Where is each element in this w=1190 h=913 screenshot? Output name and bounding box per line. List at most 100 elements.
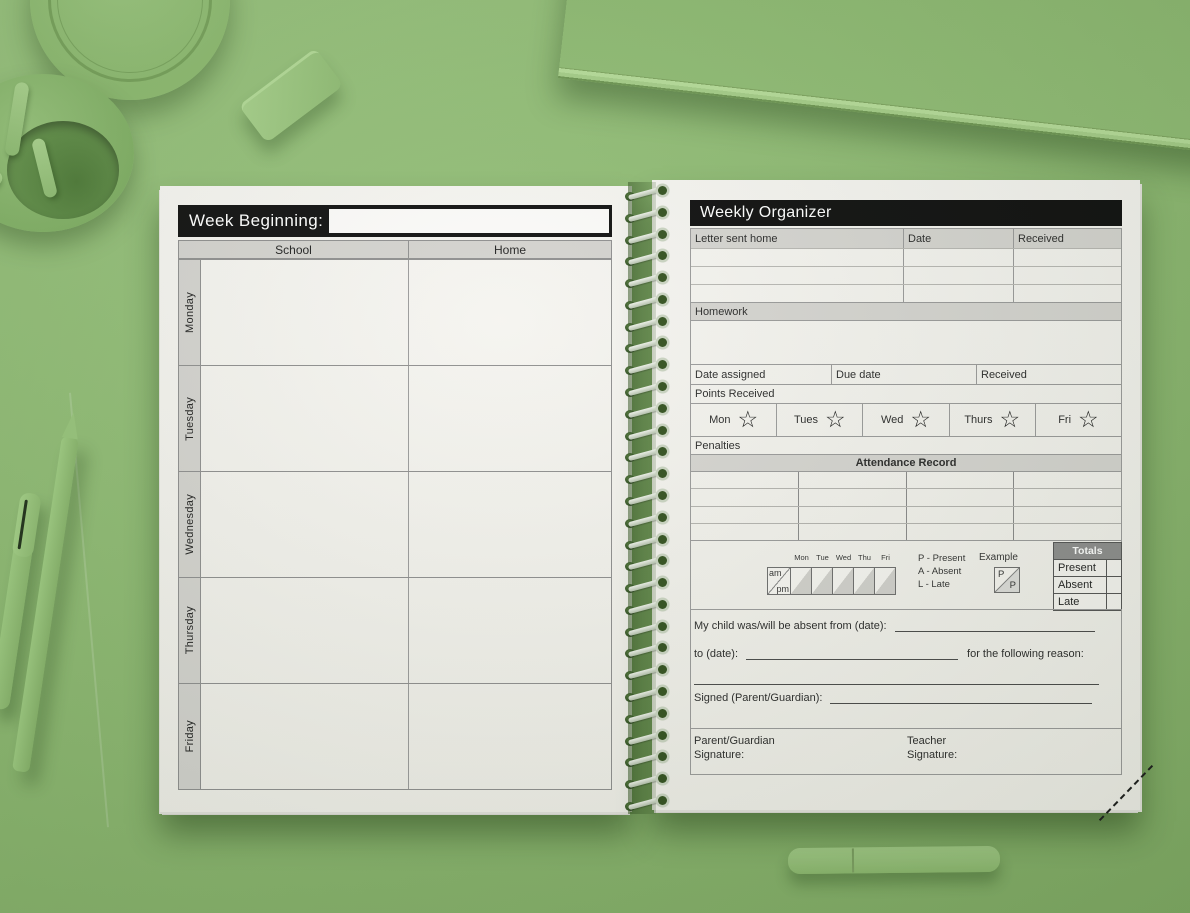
received-cell[interactable]: [1014, 285, 1121, 302]
attendance-cell[interactable]: [691, 506, 799, 523]
star-icon: ☆: [910, 406, 932, 433]
thursday-school-cell[interactable]: [201, 578, 409, 683]
star-cell-wed[interactable]: Wed ☆: [863, 404, 950, 436]
attendance-cell[interactable]: [691, 489, 799, 506]
attendance-summary-box: Mon Tue Wed Thu Fri am pm: [690, 540, 1122, 611]
absence-from-date-field[interactable]: [894, 620, 1095, 632]
wednesday-school-cell[interactable]: [201, 472, 409, 577]
tuesday-school-cell[interactable]: [201, 366, 409, 471]
points-received-label: Points Received: [695, 388, 775, 400]
date-cell[interactable]: [904, 249, 1014, 266]
teacher-signature[interactable]: Teacher Signature:: [907, 735, 958, 761]
received-header: Received: [981, 368, 1027, 381]
attendance-cell[interactable]: [907, 489, 1015, 506]
wednesday-home-cell[interactable]: [409, 472, 611, 577]
table-row-tuesday: Tuesday: [179, 366, 611, 472]
star-cell-tues[interactable]: Tues ☆: [777, 404, 864, 436]
letter-cell[interactable]: [691, 249, 904, 266]
signed-field[interactable]: [830, 692, 1093, 704]
attendance-cell[interactable]: [1014, 472, 1121, 488]
attendance-cell[interactable]: [799, 489, 907, 506]
received-cell[interactable]: [1014, 267, 1121, 284]
attendance-cell[interactable]: [907, 523, 1015, 540]
points-received-row[interactable]: Points Received: [690, 384, 1122, 404]
attendance-day-box-mon[interactable]: [791, 567, 812, 595]
friday-home-cell[interactable]: [409, 684, 611, 789]
marker-pen: [787, 845, 1001, 875]
totals-row-present: Present: [1054, 559, 1121, 576]
table-row-monday: Monday: [179, 260, 611, 366]
table-row-wednesday: Wednesday: [179, 472, 611, 578]
absence-reason-field[interactable]: [694, 673, 1099, 685]
left-page: Week Beginning: School Home Monday Tuesd…: [160, 186, 632, 812]
attendance-day-box-wed[interactable]: [833, 567, 854, 595]
attendance-record-header: Attendance Record: [690, 454, 1122, 472]
day-label-cell: Friday: [179, 684, 201, 789]
date-cell[interactable]: [904, 267, 1014, 284]
letter-cell[interactable]: [691, 285, 904, 302]
notebook-cover-top-right: [558, 0, 1190, 158]
star-icon: ☆: [1078, 406, 1099, 433]
attendance-day-box-thu[interactable]: [854, 567, 875, 595]
totals-late-value-cell[interactable]: [1106, 594, 1121, 610]
tuesday-home-cell[interactable]: [409, 366, 611, 471]
table-row-friday: Friday: [179, 684, 611, 789]
signature-section: Parent/Guardian Signature: Teacher Signa…: [690, 728, 1122, 775]
parent-guardian-signature[interactable]: Parent/Guardian Signature:: [694, 735, 775, 761]
homework-section-header: Homework: [690, 302, 1122, 321]
attendance-legend: P - Present A - Absent L - Late: [918, 552, 965, 591]
attendance-cell[interactable]: [799, 523, 907, 540]
example-box: P P: [994, 567, 1020, 593]
week-beginning-input[interactable]: [329, 209, 609, 233]
homework-writing-area[interactable]: [690, 320, 1122, 365]
attendance-cell[interactable]: [1014, 507, 1121, 523]
star-cell-thurs[interactable]: Thurs ☆: [950, 404, 1036, 436]
pen-in-cup: [0, 98, 6, 189]
day-label-cell: Monday: [179, 260, 201, 365]
date-header: Date: [904, 229, 1014, 248]
day-label-cell: Tuesday: [179, 366, 201, 471]
star-cell-fri[interactable]: Fri ☆: [1058, 406, 1099, 433]
attendance-cell[interactable]: [691, 523, 799, 540]
attendance-cell[interactable]: [799, 506, 907, 523]
column-header-row: School Home: [178, 240, 612, 259]
attendance-grid: [690, 471, 1122, 541]
penalties-row[interactable]: Penalties: [690, 436, 1122, 455]
attendance-cell[interactable]: [1014, 489, 1121, 505]
received-cell[interactable]: [1014, 249, 1121, 266]
points-star-row: Mon ☆ Tues ☆ Wed ☆ Thurs ☆ Fri ☆: [690, 403, 1122, 437]
date-cell[interactable]: [904, 285, 1014, 302]
attendance-day-box-fri[interactable]: [875, 567, 896, 595]
attendance-cell[interactable]: [691, 472, 799, 489]
monday-home-cell[interactable]: [409, 260, 611, 365]
thursday-home-cell[interactable]: [409, 578, 611, 683]
letter-sent-home-table: Letter sent home Date Received: [690, 228, 1122, 303]
example-label: Example: [979, 552, 1018, 563]
am-pm-key-box: am pm: [767, 567, 791, 595]
page-title: Weekly Organizer: [700, 204, 832, 221]
attendance-cell[interactable]: [907, 506, 1015, 523]
attendance-day-headers: Mon Tue Wed Thu Fri: [794, 553, 890, 562]
day-label-cell: Thursday: [179, 578, 201, 683]
attendance-cell[interactable]: [1014, 524, 1121, 540]
totals-row-late: Late: [1054, 593, 1121, 610]
letter-table-row: [691, 266, 1121, 284]
legend-present: P - Present: [918, 553, 966, 564]
attendance-cell[interactable]: [907, 472, 1015, 489]
attendance-cell[interactable]: [799, 472, 907, 489]
absence-to-date-field[interactable]: [746, 648, 959, 660]
attendance-day-box-tue[interactable]: [812, 567, 833, 595]
totals-present-value-cell[interactable]: [1106, 560, 1121, 576]
legend-late: L - Late: [918, 579, 950, 590]
star-icon: ☆: [737, 406, 759, 433]
star-cell-mon[interactable]: Mon ☆: [691, 404, 778, 436]
monday-school-cell[interactable]: [201, 260, 409, 365]
friday-school-cell[interactable]: [201, 684, 409, 789]
absence-note-section: My child was/will be absent from (date):…: [690, 609, 1122, 729]
absence-to-label: to (date):: [694, 648, 739, 660]
totals-absent-value-cell[interactable]: [1106, 577, 1121, 593]
pen-cup: [0, 74, 134, 232]
letter-cell[interactable]: [691, 267, 904, 284]
assignment-row: Date assigned Due date Received: [690, 364, 1122, 385]
weekly-organizer-title-bar: Weekly Organizer: [690, 200, 1122, 226]
